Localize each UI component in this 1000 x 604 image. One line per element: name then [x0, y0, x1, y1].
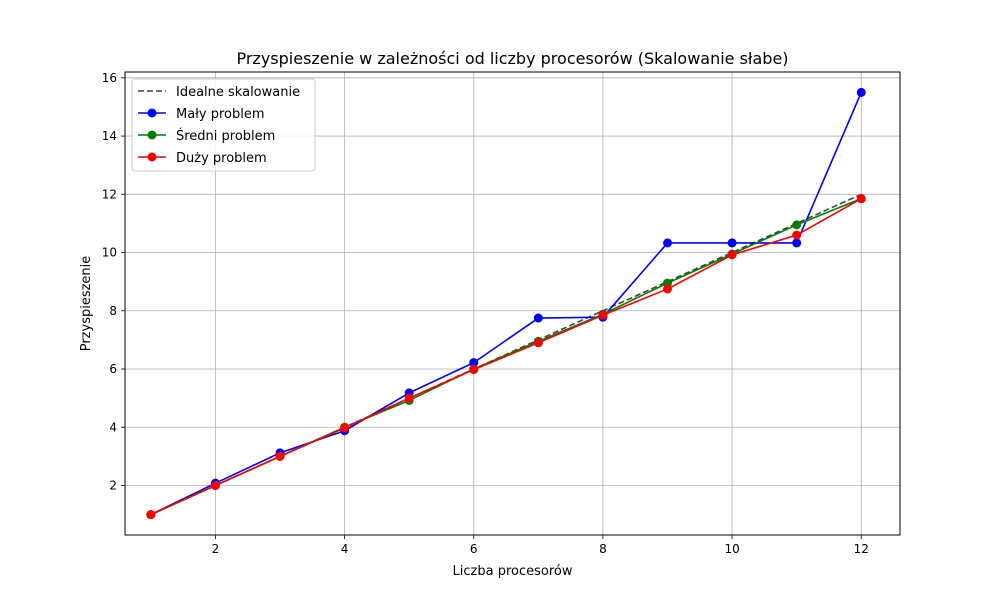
y-tick-label: 16	[102, 71, 117, 85]
legend-item: Idealne skalowanie	[138, 85, 300, 100]
axes: 2 4 6 8 10 12 2 4 6 8 10 12 14 16	[102, 71, 869, 556]
chart-title: Przyspieszenie w zależności od liczby pr…	[236, 49, 788, 68]
data-point	[404, 393, 414, 403]
data-point	[792, 220, 802, 230]
y-tick-label: 2	[109, 478, 117, 492]
y-tick-label: 10	[102, 246, 117, 260]
data-point	[792, 230, 802, 240]
plot-frame	[124, 71, 901, 536]
legend-marker	[147, 152, 157, 162]
legend-label: Idealne skalowanie	[176, 85, 300, 100]
data-point	[598, 310, 608, 320]
legend-box	[131, 78, 316, 172]
grid	[125, 72, 900, 535]
data-point	[663, 284, 672, 294]
y-tick-label: 6	[109, 362, 117, 376]
data-point	[856, 87, 866, 97]
x-tick-label: 2	[212, 542, 220, 556]
legend-label: Mały problem	[176, 107, 265, 122]
x-tick-label: 4	[341, 542, 349, 556]
legend-marker	[147, 108, 157, 118]
data-point	[663, 238, 672, 248]
data-point	[533, 313, 543, 323]
data-point	[533, 338, 543, 348]
legend: Idealne skalowanie Mały problem Średni pro…	[131, 78, 316, 172]
legend-item: Duży problem	[138, 151, 267, 166]
series-line	[150, 92, 862, 516]
series-duży-problem	[146, 194, 866, 520]
legend-label: Duży problem	[176, 151, 267, 166]
x-tick-label: 6	[470, 542, 478, 556]
y-tick-label: 12	[102, 187, 117, 201]
x-tick-label: 12	[854, 542, 869, 556]
data-point	[727, 250, 737, 260]
data-point	[792, 238, 802, 248]
legend-marker	[147, 130, 157, 140]
data-point	[275, 451, 285, 461]
data-point	[469, 358, 479, 368]
y-tick-label: 14	[102, 129, 117, 143]
y-tick-label: 4	[109, 420, 117, 434]
x-tick-label: 10	[724, 542, 739, 556]
series-lines	[146, 87, 866, 520]
data-point	[210, 480, 220, 490]
data-point	[146, 510, 156, 520]
x-tick-label: 8	[599, 542, 607, 556]
x-axis-label: Liczba procesorów	[453, 564, 573, 579]
data-point	[469, 365, 479, 375]
data-point	[340, 423, 350, 433]
y-axis-label: Przyspieszenie	[79, 256, 94, 352]
series-line	[150, 197, 862, 516]
data-point	[727, 238, 737, 248]
legend-item: Średni problem	[138, 128, 275, 144]
legend-item: Mały problem	[138, 107, 265, 122]
legend-label: Średni problem	[176, 128, 275, 144]
y-tick-label: 8	[109, 304, 117, 318]
data-point	[856, 194, 866, 204]
